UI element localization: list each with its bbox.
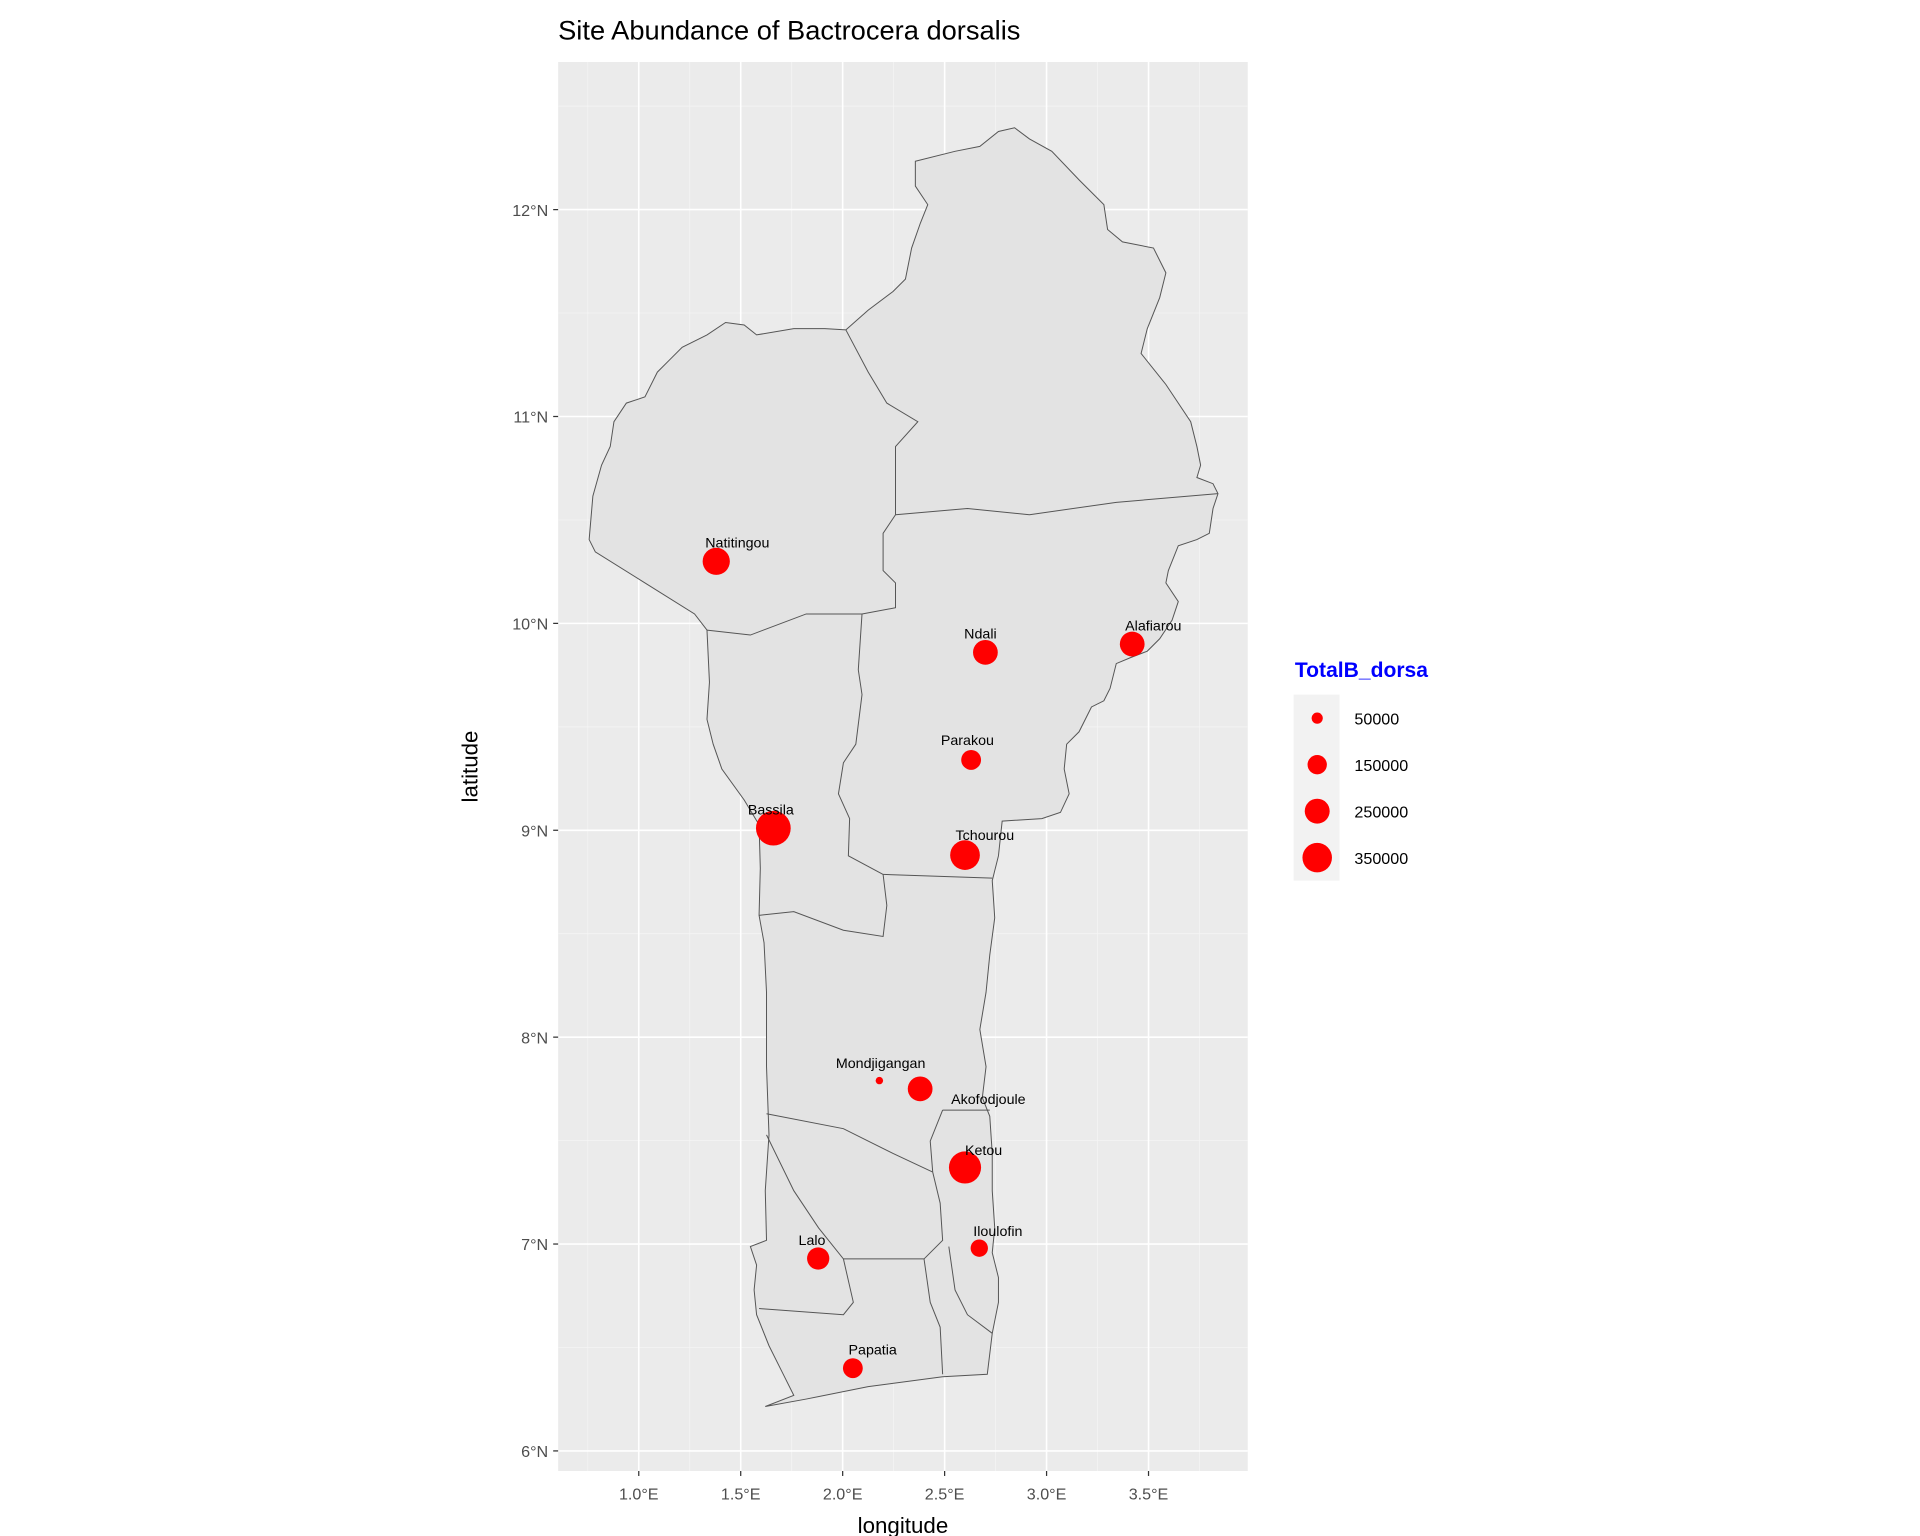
site-point bbox=[755, 810, 791, 846]
y-tick-label: 6°N bbox=[521, 1443, 548, 1461]
site-point bbox=[950, 840, 980, 870]
site-label: Ndali bbox=[964, 627, 996, 643]
site-point bbox=[961, 750, 982, 770]
site-label: Tchourou bbox=[956, 828, 1015, 844]
site-label: Ketou bbox=[965, 1143, 1002, 1159]
region-map bbox=[588, 127, 1219, 1407]
site-label: Papatia bbox=[849, 1343, 897, 1359]
site-points bbox=[702, 547, 1145, 1379]
legend-key bbox=[1307, 754, 1327, 775]
axes: 1.0°E 1.5°E 2.0°E 2.5°E 3.0°E 3.5°E 6°N 7°N 8°N 9… bbox=[512, 202, 1168, 1504]
department-boundaries bbox=[706, 329, 1219, 1375]
legend-label: 150000 bbox=[1354, 757, 1408, 775]
legend-label: 250000 bbox=[1354, 803, 1408, 821]
legend-key bbox=[1302, 842, 1332, 873]
site-point bbox=[907, 1076, 933, 1102]
y-tick-label: 7°N bbox=[521, 1236, 548, 1254]
x-tick-label: 2.0°E bbox=[823, 1486, 863, 1504]
site-point bbox=[842, 1358, 863, 1379]
x-axis-title: longitude bbox=[858, 1513, 949, 1536]
site-point bbox=[875, 1076, 884, 1085]
x-tick-label: 1.5°E bbox=[721, 1486, 761, 1504]
x-tick-label: 3.5°E bbox=[1129, 1486, 1169, 1504]
x-tick-label: 3.0°E bbox=[1027, 1486, 1067, 1504]
chart-title: Site Abundance of Bactrocera dorsalis bbox=[558, 15, 1020, 46]
legend-key bbox=[1311, 712, 1323, 724]
legend-title: TotalB_dorsa bbox=[1295, 659, 1428, 682]
site-point bbox=[948, 1151, 982, 1184]
site-label: Mondjigangan bbox=[836, 1056, 926, 1072]
y-tick-label: 12°N bbox=[512, 202, 548, 220]
site-label: Bassila bbox=[748, 803, 794, 819]
y-tick-label: 9°N bbox=[521, 822, 548, 840]
y-tick-label: 10°N bbox=[512, 616, 548, 634]
legend-label: 350000 bbox=[1354, 850, 1408, 868]
site-point bbox=[1119, 631, 1145, 657]
site-point bbox=[973, 639, 998, 665]
site-point bbox=[702, 547, 730, 575]
site-point bbox=[807, 1247, 830, 1270]
legend-label: 50000 bbox=[1354, 710, 1399, 728]
site-label: Parakou bbox=[941, 733, 994, 749]
y-tick-label: 11°N bbox=[513, 409, 548, 427]
site-label: Lalo bbox=[799, 1233, 826, 1249]
y-tick-label: 8°N bbox=[521, 1029, 548, 1047]
country-outline bbox=[588, 127, 1219, 1407]
y-axis-title: latitude bbox=[458, 731, 483, 803]
legend: TotalB_dorsa 50000 150000 250000 350000 bbox=[1293, 659, 1428, 881]
site-labels: Natitingou Ndali Alafiarou Parakou Bassila Tc… bbox=[705, 536, 1181, 1359]
x-tick-label: 1.0°E bbox=[619, 1486, 659, 1504]
site-label: Alafiarou bbox=[1125, 618, 1181, 634]
site-label: Iloulofin bbox=[973, 1224, 1022, 1240]
site-point bbox=[970, 1239, 988, 1257]
x-tick-label: 2.5°E bbox=[925, 1486, 965, 1504]
site-label: Akofodjoule bbox=[951, 1092, 1026, 1108]
legend-key bbox=[1304, 798, 1330, 824]
site-label: Natitingou bbox=[705, 536, 769, 552]
